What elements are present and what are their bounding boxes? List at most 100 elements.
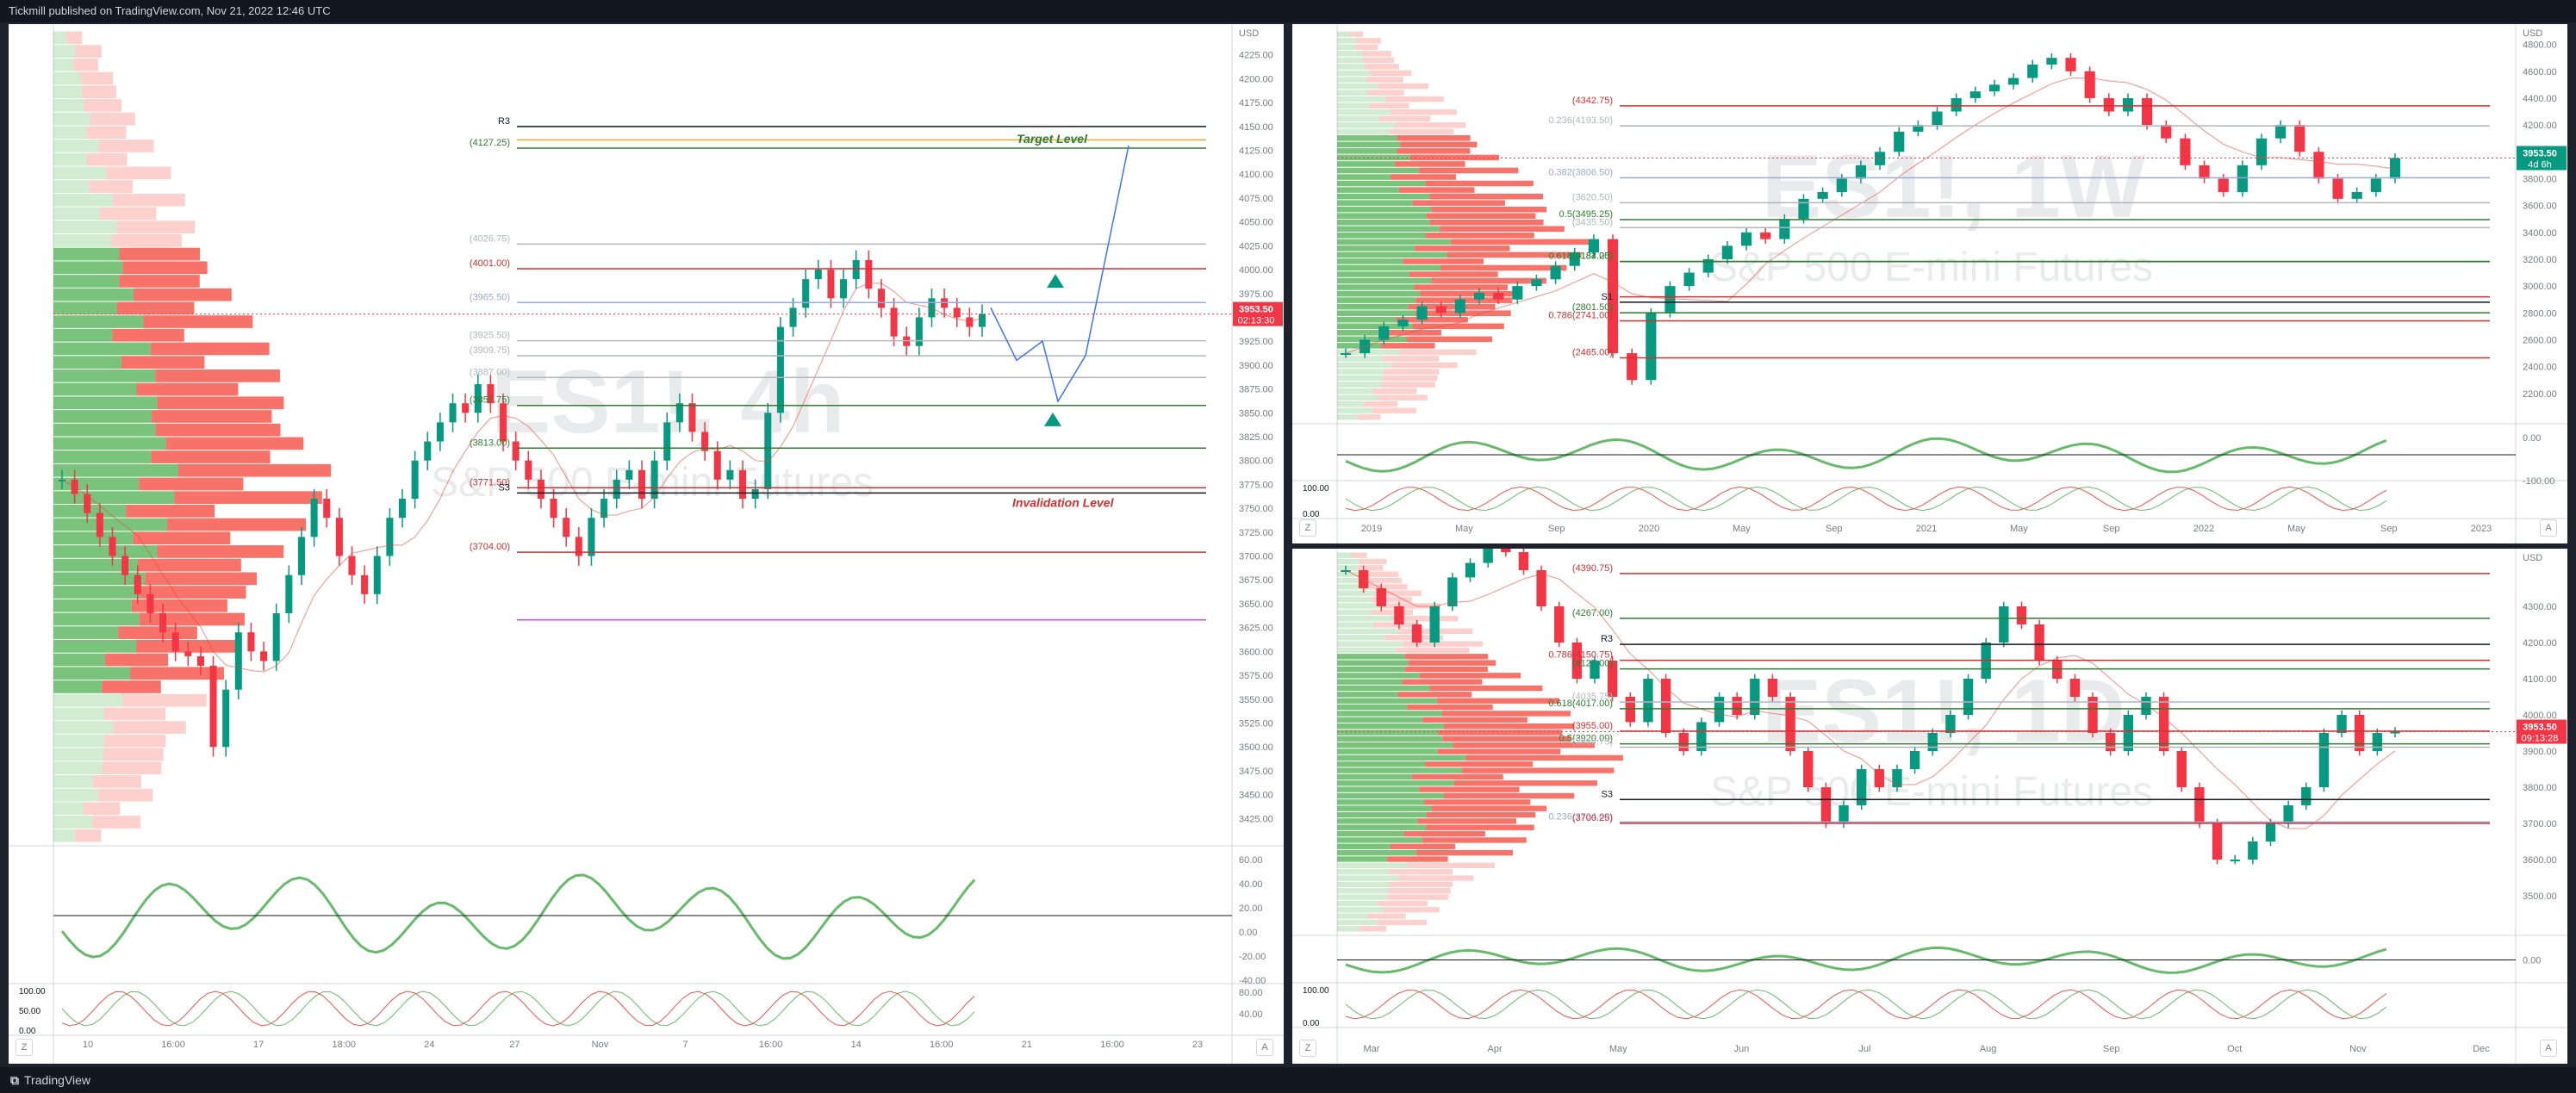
price-tick: 3600.00 xyxy=(1239,647,1273,657)
candle-body xyxy=(840,279,848,299)
candle-body xyxy=(84,494,91,513)
volume-profile-bar xyxy=(1337,135,1397,141)
candle-body xyxy=(1531,279,1542,287)
volume-profile-bar xyxy=(1337,717,1423,723)
volume-profile-bar xyxy=(1337,38,1357,44)
volume-profile-bar xyxy=(1337,736,1443,742)
level-label: S1 xyxy=(1602,292,1613,302)
volume-profile-bar xyxy=(133,531,231,545)
time-tick: 23 xyxy=(1192,1040,1203,1050)
volume-profile-bar xyxy=(1384,603,1441,609)
chart-panel-1w[interactable]: ES1!, 1W S&P 500 E-mini Futures Z A USD 4… xyxy=(1292,24,2567,543)
candle-body xyxy=(1702,258,1714,273)
publish-line: Tickmill published on TradingView.com, N… xyxy=(9,4,331,17)
candle-body xyxy=(1660,679,1671,733)
volume-profile-bar xyxy=(103,707,166,721)
candle-body xyxy=(953,307,961,318)
zoom-button[interactable]: Z xyxy=(1299,1040,1316,1057)
volume-profile-bar xyxy=(1394,161,1465,167)
level-label: 0.5(3920.00) xyxy=(1559,734,1613,744)
candle-body xyxy=(1894,131,1905,152)
volume-profile-bar xyxy=(1395,121,1466,128)
candle-body xyxy=(537,479,544,500)
volume-profile-bar xyxy=(1391,174,1456,180)
level-label: 0.236(4193.50) xyxy=(1548,115,1613,126)
auto-scale-button[interactable]: A xyxy=(2540,519,2557,537)
time-tick: May xyxy=(1609,1044,1627,1054)
volume-profile-bar xyxy=(1441,711,1571,717)
volume-profile-bar xyxy=(1447,252,1582,258)
volume-profile-bar xyxy=(1337,102,1370,109)
volume-profile-bar xyxy=(1417,818,1517,824)
candle-body xyxy=(196,655,204,666)
time-tick: 2019 xyxy=(1361,524,1382,534)
candle-body xyxy=(58,479,66,481)
volume-profile-bar xyxy=(1371,596,1413,603)
zoom-button[interactable]: Z xyxy=(1299,519,1316,537)
time-tick: May xyxy=(2010,524,2028,534)
volume-profile-bar xyxy=(80,71,114,85)
candle-body xyxy=(361,574,369,594)
candle-body xyxy=(1857,769,1867,805)
volume-profile-bar xyxy=(174,491,322,504)
candle-body xyxy=(1518,552,1529,570)
candle-body xyxy=(2230,860,2240,861)
chart-panel-1d[interactable]: ES1!, 1D S&P 500 E-mini Futures Z A USD 4… xyxy=(1292,549,2567,1064)
volume-profile-bar xyxy=(118,626,197,639)
price-tick: 3900.00 xyxy=(2523,747,2557,757)
volume-profile-bar xyxy=(53,342,151,356)
volume-profile-bar xyxy=(1422,837,1527,843)
time-tick: 10 xyxy=(83,1040,93,1050)
zoom-button[interactable]: Z xyxy=(16,1039,33,1056)
candle-body xyxy=(1454,299,1465,314)
volume-profile-bar xyxy=(1337,109,1391,115)
candle-body xyxy=(588,518,595,556)
level-label: R3 xyxy=(1601,634,1613,644)
currency-label: USD xyxy=(2523,28,2542,39)
volume-profile-bar xyxy=(1440,264,1567,271)
candle-body xyxy=(487,384,495,404)
candle-body xyxy=(1913,125,1924,132)
candle-body xyxy=(1376,588,1386,606)
rsi-tick: -40.00 xyxy=(1239,976,1266,986)
candle-body xyxy=(2142,97,2153,126)
volume-profile-bar xyxy=(1337,616,1392,622)
candle-body xyxy=(1588,239,1599,253)
level-label: 0.618(3184.00) xyxy=(1548,251,1613,261)
level-label: (2465.00) xyxy=(1572,348,1613,358)
volume-profile-bar xyxy=(140,586,246,599)
price-tick: 3525.00 xyxy=(1239,718,1273,729)
volume-profile-bar xyxy=(1337,206,1432,213)
time-tick: 21 xyxy=(1022,1040,1032,1050)
time-tick: Jun xyxy=(1733,1044,1749,1054)
volume-profile-bar xyxy=(53,261,123,275)
volume-profile-bar xyxy=(1409,271,1498,277)
volume-profile-bar xyxy=(1337,258,1403,264)
auto-scale-button[interactable]: A xyxy=(1256,1039,1273,1056)
volume-profile-bar xyxy=(1337,180,1426,187)
volume-profile-bar xyxy=(1412,323,1504,330)
volume-profile-bar xyxy=(1337,786,1420,792)
chart-panel-4h[interactable]: ES1!, 4h S&P 500 E-mini Futures Z A USD 4… xyxy=(9,24,1284,1064)
volume-profile-bar xyxy=(1337,369,1384,375)
price-tick: 3725.00 xyxy=(1239,528,1273,538)
volume-profile-bar xyxy=(1337,174,1391,180)
auto-scale-button[interactable]: A xyxy=(2540,1040,2557,1057)
price-tick: 4100.00 xyxy=(2523,674,2557,685)
candle-body xyxy=(146,593,154,614)
price-tick: 3500.00 xyxy=(1239,742,1273,753)
candle-body xyxy=(2336,715,2347,733)
volume-profile-bar xyxy=(1337,297,1416,303)
candle-body xyxy=(2370,178,2381,193)
osc-label: 0.00 xyxy=(19,1027,36,1036)
volume-profile-bar xyxy=(1358,565,1384,571)
volume-profile-bar xyxy=(1425,233,1534,239)
level-label: (3955.00) xyxy=(1572,721,1613,731)
volume-profile-bar xyxy=(1406,336,1492,343)
volume-profile-bar xyxy=(53,152,87,166)
time-tick: 7 xyxy=(682,1040,688,1050)
price-tick: 4000.00 xyxy=(1239,265,1273,276)
volume-profile-bar xyxy=(1409,154,1499,161)
volume-profile-bar xyxy=(1337,323,1413,330)
volume-profile-bar xyxy=(1337,596,1372,603)
